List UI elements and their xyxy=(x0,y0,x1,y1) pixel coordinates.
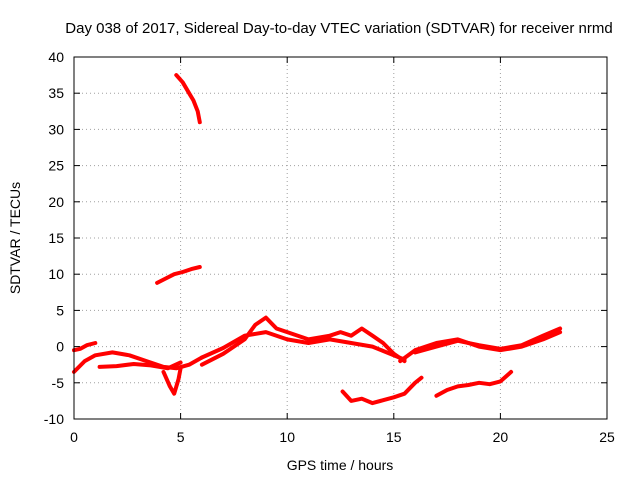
series-arc-dip xyxy=(161,366,183,396)
x-tick-label: 20 xyxy=(493,429,509,445)
y-tick-label: -10 xyxy=(44,411,64,427)
y-tick-label: 40 xyxy=(48,49,64,65)
y-tick-label: 25 xyxy=(48,158,64,174)
y-axis-label: SDTVAR / TECUs xyxy=(7,182,23,294)
y-tick-label: -5 xyxy=(52,375,65,391)
y-tick-label: 5 xyxy=(56,302,64,318)
series-arc-high xyxy=(174,73,202,125)
series-arc-day xyxy=(199,315,407,367)
grid xyxy=(74,57,607,419)
y-tick-label: 20 xyxy=(48,194,64,210)
x-tick-label: 25 xyxy=(599,429,615,445)
data-series xyxy=(72,73,563,406)
y-tick-label: 15 xyxy=(48,230,64,246)
y-tick-label: 0 xyxy=(56,339,64,355)
series-arc-ten xyxy=(155,265,202,285)
series-arc-day-2 xyxy=(199,330,407,362)
x-tick-label: 5 xyxy=(177,429,185,445)
x-axis-label: GPS time / hours xyxy=(287,457,394,473)
y-tick-label: 30 xyxy=(48,121,64,137)
series-arc-low-morning xyxy=(97,360,183,371)
chart-title: Day 038 of 2017, Sidereal Day-to-day VTE… xyxy=(65,20,612,37)
y-tick-label: 35 xyxy=(48,85,64,101)
axis-ticks: 0 5 10 15 20 25 -10 -5 0 5 10 15 20 25 30 35 40 xyxy=(44,49,615,445)
plot-frame xyxy=(73,56,608,420)
x-tick-label: 15 xyxy=(386,429,402,445)
series-arc-night-low xyxy=(340,375,424,406)
series-arc-evening-2 xyxy=(413,326,563,355)
x-tick-label: 10 xyxy=(279,429,295,445)
x-tick-label: 0 xyxy=(70,429,78,445)
series-arc-early xyxy=(72,341,98,353)
y-tick-label: 10 xyxy=(48,266,64,282)
series-arc-morning xyxy=(72,350,204,374)
series-arc-night-low-2 xyxy=(434,369,514,398)
